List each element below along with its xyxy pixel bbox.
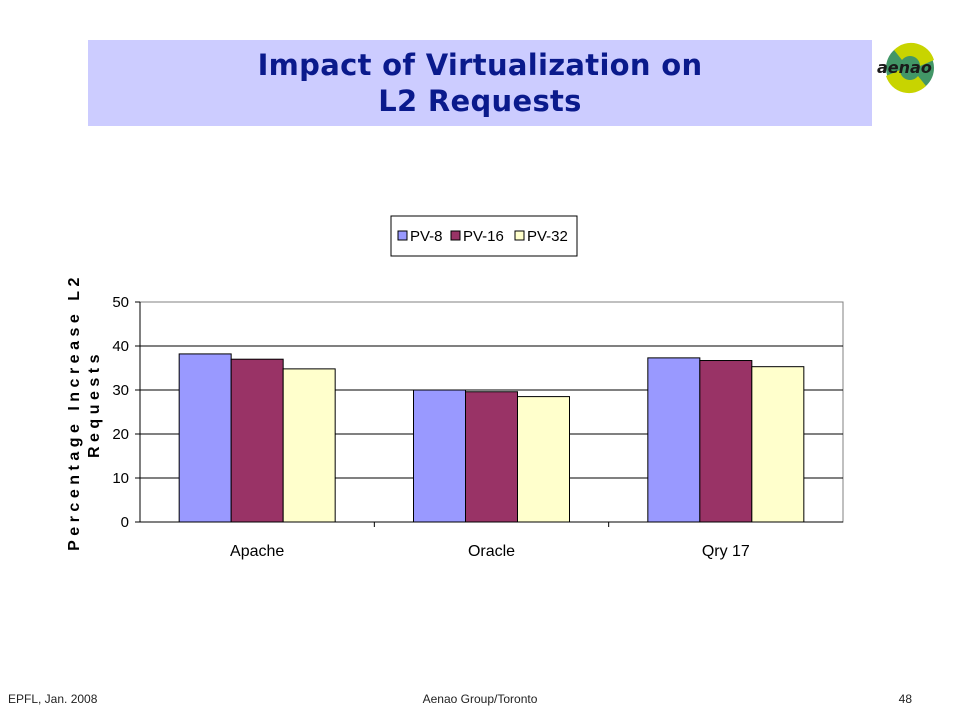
aenao-logo-icon xyxy=(886,42,934,94)
logo-text: aenao xyxy=(877,58,932,77)
y-tick-label: 0 xyxy=(121,514,129,531)
bar-pv-32-2 xyxy=(751,366,805,523)
y-tick-label: 10 xyxy=(112,470,129,487)
legend-swatch-pv-32 xyxy=(514,230,525,241)
footer-center: Aenao Group/Toronto xyxy=(422,692,538,706)
slide-title-line1: Impact of Virtualization on xyxy=(257,48,703,82)
bar-pv-16-1 xyxy=(465,391,518,523)
legend-swatch-pv-16 xyxy=(450,230,461,241)
legend-label-pv-32: PV-32 xyxy=(527,228,568,245)
legend-swatch-pv-8 xyxy=(397,230,408,241)
bar-pv-32-0 xyxy=(282,368,336,523)
bar-pv-16-2 xyxy=(699,360,753,523)
bar-chart: 0 10 20 30 40 50 Apache Oracle Qry 17 Percentage … xyxy=(66,215,844,560)
bar-pv-8-0 xyxy=(178,353,232,523)
footer-left: EPFL, Jan. 2008 xyxy=(8,692,98,706)
legend xyxy=(390,215,578,257)
y-tick-label: 50 xyxy=(112,294,129,311)
y-tick-label: 30 xyxy=(112,382,129,399)
x-tick-label: Apache xyxy=(230,543,284,560)
x-tick-label: Oracle xyxy=(468,543,515,560)
y-axis-label-line1: Percentage Increase L2 xyxy=(66,273,83,551)
bar-pv-8-1 xyxy=(413,389,466,523)
bar-pv-32-1 xyxy=(517,396,570,523)
slide-title-line2: L2 Requests xyxy=(378,84,582,118)
legend-label-pv-16: PV-16 xyxy=(463,228,504,245)
y-tick-label: 20 xyxy=(112,426,129,443)
aenao-logo: aenao xyxy=(874,40,946,96)
y-tick-label: 40 xyxy=(112,338,129,355)
legend-label-pv-8: PV-8 xyxy=(410,228,443,245)
bar-pv-16-0 xyxy=(230,358,284,523)
bar-pv-8-2 xyxy=(647,357,701,523)
footer-page-number: 48 xyxy=(898,692,912,706)
x-tick-label: Qry 17 xyxy=(702,543,750,560)
title-banner: Impact of Virtualization on L2 Requests xyxy=(88,40,872,126)
y-axis-label-line2: Requests xyxy=(86,350,103,458)
